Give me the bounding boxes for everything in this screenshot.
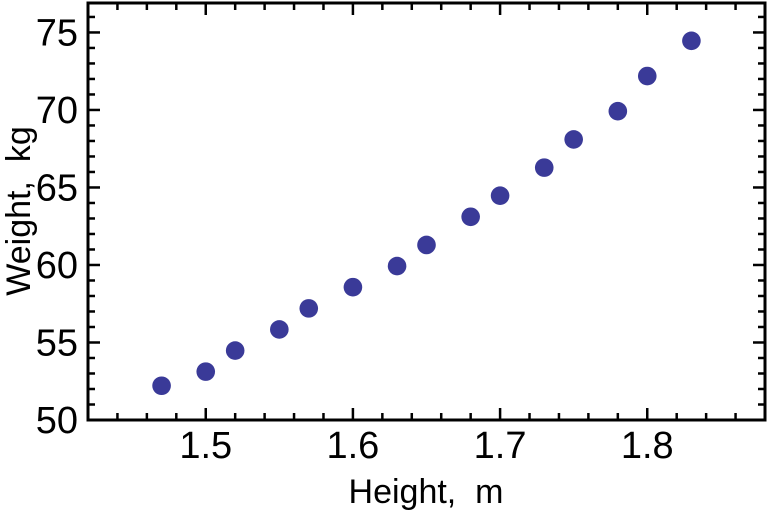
x-axis-label: Height, m bbox=[349, 473, 504, 511]
y-axis-label: Weight, kg bbox=[0, 126, 38, 295]
data-point bbox=[608, 101, 628, 121]
data-point bbox=[461, 207, 480, 227]
y-tick-label: 65 bbox=[36, 167, 78, 209]
plot-frame bbox=[86, 1, 767, 422]
x-tick-label: 1.6 bbox=[326, 425, 379, 467]
y-tick-label: 55 bbox=[36, 322, 78, 364]
y-tick-label: 70 bbox=[36, 90, 78, 132]
x-tick-label: 1.5 bbox=[179, 425, 232, 467]
x-tick-label: 1.8 bbox=[621, 425, 674, 467]
y-tick-label: 50 bbox=[36, 400, 78, 442]
data-point bbox=[270, 320, 289, 339]
y-tick-label: 75 bbox=[36, 12, 78, 54]
data-point bbox=[534, 158, 554, 177]
data-point bbox=[196, 362, 216, 381]
data-point bbox=[637, 66, 657, 86]
data-point bbox=[490, 186, 510, 205]
y-tick-label: 60 bbox=[36, 245, 78, 287]
data-point bbox=[299, 299, 319, 318]
data-point bbox=[225, 341, 245, 360]
data-point bbox=[417, 235, 436, 255]
data-point bbox=[564, 130, 583, 149]
data-point bbox=[387, 256, 407, 276]
data-point bbox=[343, 277, 363, 297]
data-point bbox=[152, 376, 171, 396]
data-point bbox=[682, 31, 701, 51]
x-tick-label: 1.7 bbox=[474, 425, 527, 467]
